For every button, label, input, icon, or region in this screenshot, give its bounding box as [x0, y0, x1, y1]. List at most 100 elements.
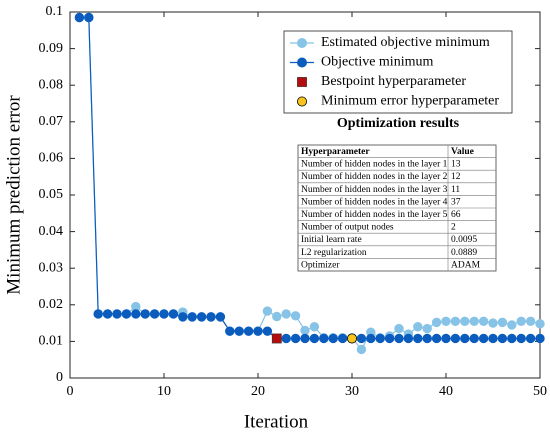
- data-point: [140, 309, 150, 319]
- table-cell: 37: [451, 197, 461, 207]
- legend-marker: [296, 38, 307, 49]
- data-point: [450, 316, 461, 326]
- data-point: [346, 333, 357, 344]
- data-point: [413, 322, 423, 332]
- table-cell: Number of hidden nodes in the layer 5: [301, 209, 448, 220]
- data-point: [497, 333, 508, 344]
- data-point: [262, 306, 273, 316]
- x-tick-label: 20: [251, 384, 265, 399]
- data-point: [300, 325, 310, 336]
- data-point: [206, 312, 216, 322]
- data-point: [507, 333, 517, 344]
- data-point: [319, 333, 329, 344]
- data-point: [253, 326, 263, 336]
- data-point: [497, 317, 508, 328]
- table-title: Optimization results: [337, 116, 460, 131]
- x-tick-label: 10: [157, 384, 171, 399]
- data-point: [507, 320, 517, 330]
- data-point: [413, 333, 423, 344]
- data-point: [281, 333, 291, 344]
- data-point: [215, 312, 226, 322]
- data-point: [149, 309, 160, 319]
- table-cell: Number of output nodes: [301, 222, 394, 233]
- y-tick-label: 0.07: [39, 114, 64, 129]
- legend-marker: [297, 77, 307, 87]
- table-cell: 66: [451, 210, 461, 220]
- data-point: [516, 316, 526, 326]
- y-tick-label: 0.09: [39, 41, 64, 56]
- data-point: [525, 316, 536, 326]
- data-point: [272, 311, 282, 322]
- data-point: [187, 312, 197, 322]
- y-tick-label: 0.05: [39, 187, 64, 202]
- legend-label: Objective minimum: [321, 55, 433, 70]
- table-cell: Optimizer: [301, 260, 340, 270]
- data-point: [131, 309, 141, 319]
- data-point: [478, 316, 489, 326]
- data-point: [243, 326, 254, 336]
- data-point: [403, 333, 414, 344]
- x-tick-label: 50: [533, 384, 547, 399]
- legend-marker: [296, 57, 307, 68]
- data-point: [309, 333, 320, 344]
- data-point: [112, 309, 122, 319]
- data-point: [234, 326, 244, 336]
- data-point: [469, 316, 479, 326]
- table-cell: 11: [451, 185, 460, 195]
- data-point: [328, 333, 338, 344]
- data-point: [356, 344, 367, 355]
- data-point: [159, 309, 169, 319]
- data-point: [337, 333, 348, 344]
- data-point: [384, 333, 395, 344]
- data-point: [525, 333, 536, 344]
- legend-box: [283, 30, 513, 114]
- data-point: [178, 312, 188, 322]
- data-point: [431, 333, 442, 344]
- legend-label: Estimated objective minimum: [321, 35, 490, 50]
- legend-label: Bestpoint hyperparameter: [321, 74, 466, 89]
- data-point: [422, 323, 432, 334]
- y-axis-label: Minimum prediction error: [3, 95, 24, 295]
- data-point: [271, 333, 282, 344]
- table-cell: 12: [451, 172, 461, 182]
- data-point: [488, 318, 498, 328]
- data-point: [516, 333, 526, 344]
- data-point: [262, 326, 273, 336]
- table-cell: Number of hidden nodes in the layer 3: [301, 184, 448, 195]
- table-cell: 13: [451, 160, 461, 170]
- data-point: [168, 309, 179, 319]
- table-cell: L2 regularization: [301, 248, 367, 258]
- y-tick-label: 0.01: [39, 334, 64, 349]
- data-point: [290, 311, 301, 321]
- y-tick-label: 0.1: [46, 4, 64, 19]
- data-point: [441, 333, 451, 344]
- data-point: [74, 12, 85, 23]
- data-point: [93, 309, 103, 319]
- data-point: [535, 319, 545, 329]
- table-cell: Hyperparameter: [301, 147, 370, 157]
- x-tick-label: 40: [439, 384, 453, 399]
- table-cell: 0.0889: [451, 248, 477, 258]
- table-cell: Number of hidden nodes in the layer 1: [301, 159, 448, 170]
- y-tick-label: 0.04: [39, 224, 64, 239]
- table-cell: Number of hidden nodes in the layer 2: [301, 171, 448, 182]
- y-tick-label: 0.06: [39, 151, 64, 166]
- data-point: [441, 316, 451, 326]
- data-point: [450, 333, 461, 344]
- data-point: [84, 12, 94, 23]
- data-point: [478, 333, 489, 344]
- data-point: [431, 317, 442, 328]
- data-point: [281, 309, 291, 319]
- x-tick-label: 0: [67, 384, 74, 399]
- data-point: [422, 333, 432, 344]
- y-tick-label: 0.08: [39, 77, 64, 92]
- data-point: [225, 326, 235, 336]
- data-point: [300, 333, 310, 344]
- y-tick-label: 0.02: [39, 297, 64, 312]
- data-point: [469, 333, 479, 344]
- x-tick-label: 30: [345, 384, 359, 399]
- x-axis-label: Iteration: [244, 411, 309, 432]
- data-point: [394, 333, 404, 344]
- legend-marker: [296, 96, 307, 107]
